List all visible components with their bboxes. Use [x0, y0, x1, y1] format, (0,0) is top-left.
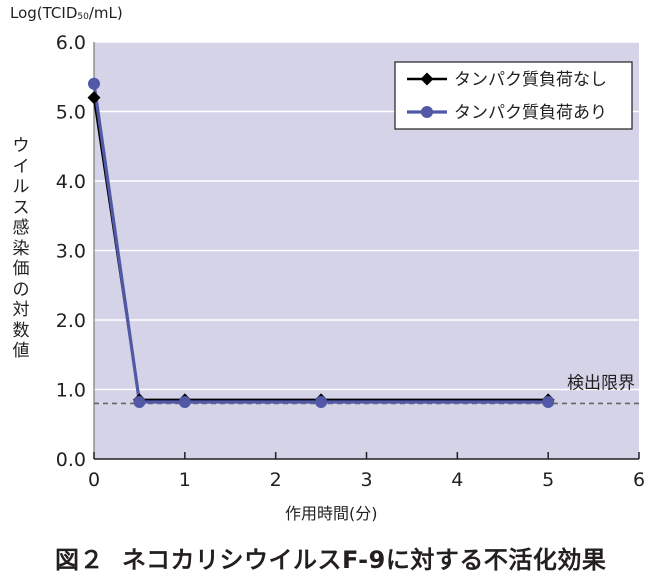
y-tick-label: 3.0: [56, 241, 86, 263]
y-unit-label: Log(TCID50/mL): [10, 4, 123, 22]
figure-number: 図２: [55, 546, 104, 574]
legend-label: タンパク質負荷なし: [454, 70, 607, 90]
legend-circle-marker: [421, 106, 433, 118]
y-tick-label: 1.0: [56, 380, 86, 402]
x-tick-label: 4: [451, 469, 463, 491]
figure-title: ネコカリシウイルスF-9に対する不活化効果: [122, 546, 607, 574]
y-tick-label: 6.0: [56, 32, 86, 54]
x-axis-title: 作用時間(分): [285, 504, 378, 523]
data-point-circle: [88, 77, 100, 90]
data-point-circle: [315, 396, 328, 409]
figure-caption: 図２ ネコカリシウイルスF-9に対する不活化効果: [55, 540, 606, 575]
legend-box: [394, 61, 633, 130]
x-tick-label: 0: [88, 469, 100, 491]
legend-diamond-marker: [420, 72, 434, 86]
y-tick-label: 5.0: [56, 102, 86, 124]
x-tick-label: 5: [542, 469, 554, 491]
chart: 0.0 1.0 2.0 3.0 4.0 5.0 6.0 0 1 2 3 4 5 6 検出限界 タンパク質負荷な…: [56, 32, 645, 491]
data-point-circle: [178, 396, 191, 409]
detection-limit-label: 検出限界: [567, 373, 635, 393]
y-tick-label: 4.0: [56, 171, 86, 193]
x-tick-label: 1: [179, 469, 191, 491]
y-tick-label: 2.0: [56, 310, 86, 332]
y-axis-title: ウイルス感染価の対数値: [12, 136, 30, 361]
data-point-circle: [542, 396, 555, 409]
x-tick-label: 3: [360, 469, 372, 491]
legend-label: タンパク質負荷あり: [454, 103, 607, 123]
x-tick-label: 2: [270, 469, 282, 491]
y-tick-label: 0.0: [56, 449, 86, 471]
x-tick-label: 6: [633, 469, 645, 491]
data-point-diamond: [87, 91, 101, 105]
data-point-circle: [133, 396, 146, 409]
